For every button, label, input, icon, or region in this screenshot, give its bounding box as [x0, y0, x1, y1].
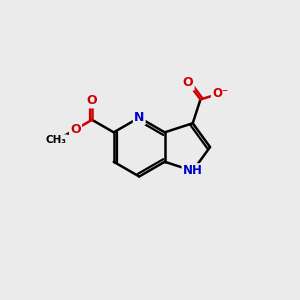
Text: O⁻: O⁻: [212, 87, 228, 100]
Text: CH₃: CH₃: [46, 135, 67, 146]
Text: N: N: [134, 111, 144, 124]
Text: O: O: [87, 94, 98, 107]
Text: NH: NH: [183, 164, 203, 177]
Text: O: O: [70, 123, 81, 136]
Text: O: O: [183, 76, 194, 89]
